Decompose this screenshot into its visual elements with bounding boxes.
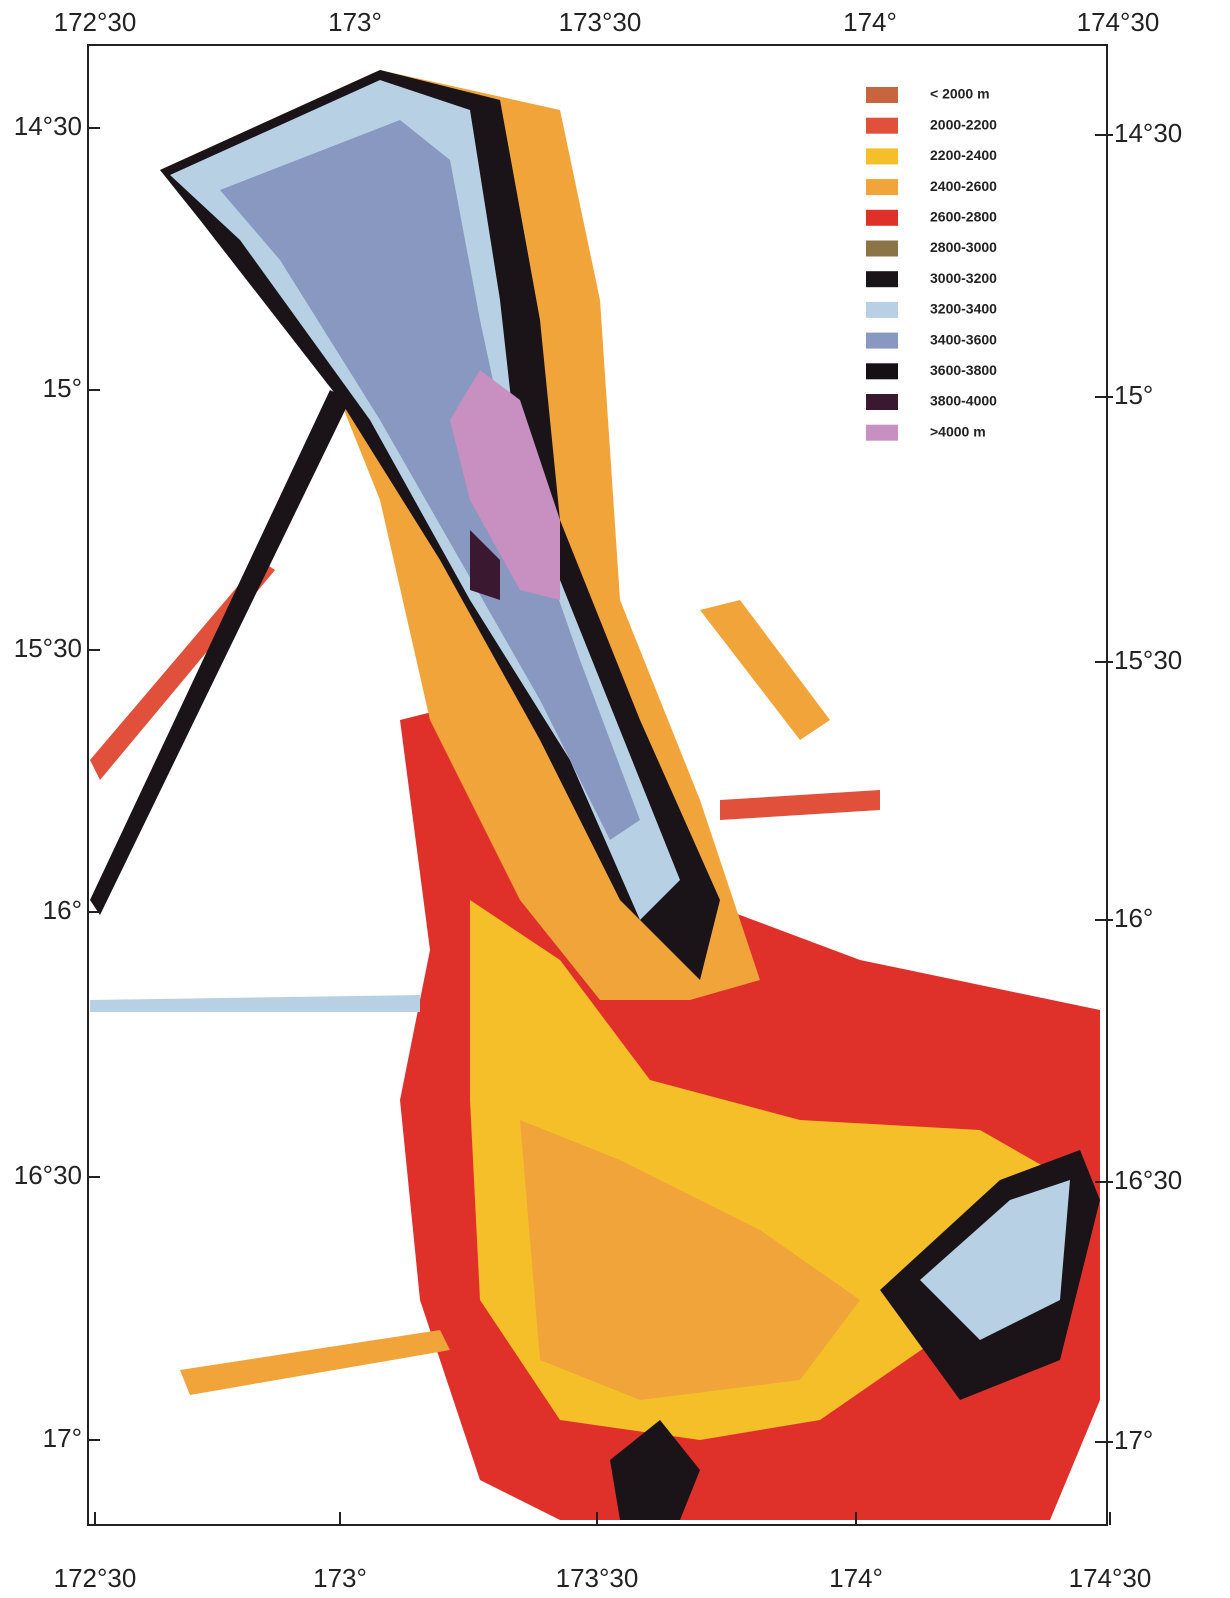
legend-swatch xyxy=(866,394,898,410)
survey-track xyxy=(90,390,350,915)
right-label: 14°30 xyxy=(1114,118,1182,148)
left-label: 15° xyxy=(43,373,82,403)
legend-label: 2600-2800 xyxy=(930,209,997,225)
bottom-label: 173°30 xyxy=(556,1563,639,1593)
bottom-label: 174°30 xyxy=(1069,1563,1152,1593)
survey-track xyxy=(180,1330,450,1395)
legend-swatch xyxy=(866,210,898,226)
legend-swatch xyxy=(866,87,898,103)
left-label: 16°30 xyxy=(14,1160,82,1190)
legend-label: 2000-2200 xyxy=(930,116,997,132)
legend-label: 3000-3200 xyxy=(930,270,997,286)
legend-swatch xyxy=(866,118,898,134)
legend-label: 2400-2600 xyxy=(930,178,997,194)
legend-swatch xyxy=(866,148,898,164)
right-label: 15°30 xyxy=(1114,645,1182,675)
bottom-label: 172°30 xyxy=(54,1563,137,1593)
legend-swatch xyxy=(866,302,898,318)
top-label: 174°30 xyxy=(1077,7,1160,37)
top-label: 172°30 xyxy=(54,7,137,37)
legend-swatch xyxy=(866,179,898,195)
legend: < 2000 m 2000-2200 2200-2400 2400-2600 2600-… xyxy=(866,86,997,441)
legend-swatch xyxy=(866,333,898,349)
legend-label: 3800-4000 xyxy=(930,393,997,409)
survey-track xyxy=(700,600,830,740)
right-label: 15° xyxy=(1114,380,1153,410)
legend-swatch xyxy=(866,271,898,287)
legend-label: < 2000 m xyxy=(930,86,990,102)
map: 172°30 173° 173°30 174° 174°30 172°30 173° 173°… xyxy=(0,0,1230,1598)
survey-track xyxy=(720,790,880,820)
legend-label: 3400-3600 xyxy=(930,331,997,347)
bottom-label: 174° xyxy=(829,1563,883,1593)
top-label: 173°30 xyxy=(559,7,642,37)
legend-label: 2200-2400 xyxy=(930,147,997,163)
legend-label: 3200-3400 xyxy=(930,301,997,317)
legend-swatch xyxy=(866,241,898,257)
left-label: 17° xyxy=(43,1423,82,1453)
left-label: 15°30 xyxy=(14,633,82,663)
legend-label: 2800-3000 xyxy=(930,239,997,255)
top-label: 174° xyxy=(843,7,897,37)
left-label: 14°30 xyxy=(14,111,82,141)
legend-swatch xyxy=(866,363,898,379)
right-label: 16°30 xyxy=(1114,1165,1182,1195)
top-label: 173° xyxy=(328,7,382,37)
bathymetry xyxy=(90,70,1100,1520)
right-label: 16° xyxy=(1114,903,1153,933)
legend-label: >4000 m xyxy=(930,423,986,439)
right-label: 17° xyxy=(1114,1425,1153,1455)
survey-track xyxy=(90,995,420,1012)
legend-label: 3600-3800 xyxy=(930,362,997,378)
bottom-label: 173° xyxy=(313,1563,367,1593)
left-label: 16° xyxy=(43,895,82,925)
legend-swatch xyxy=(866,425,898,441)
